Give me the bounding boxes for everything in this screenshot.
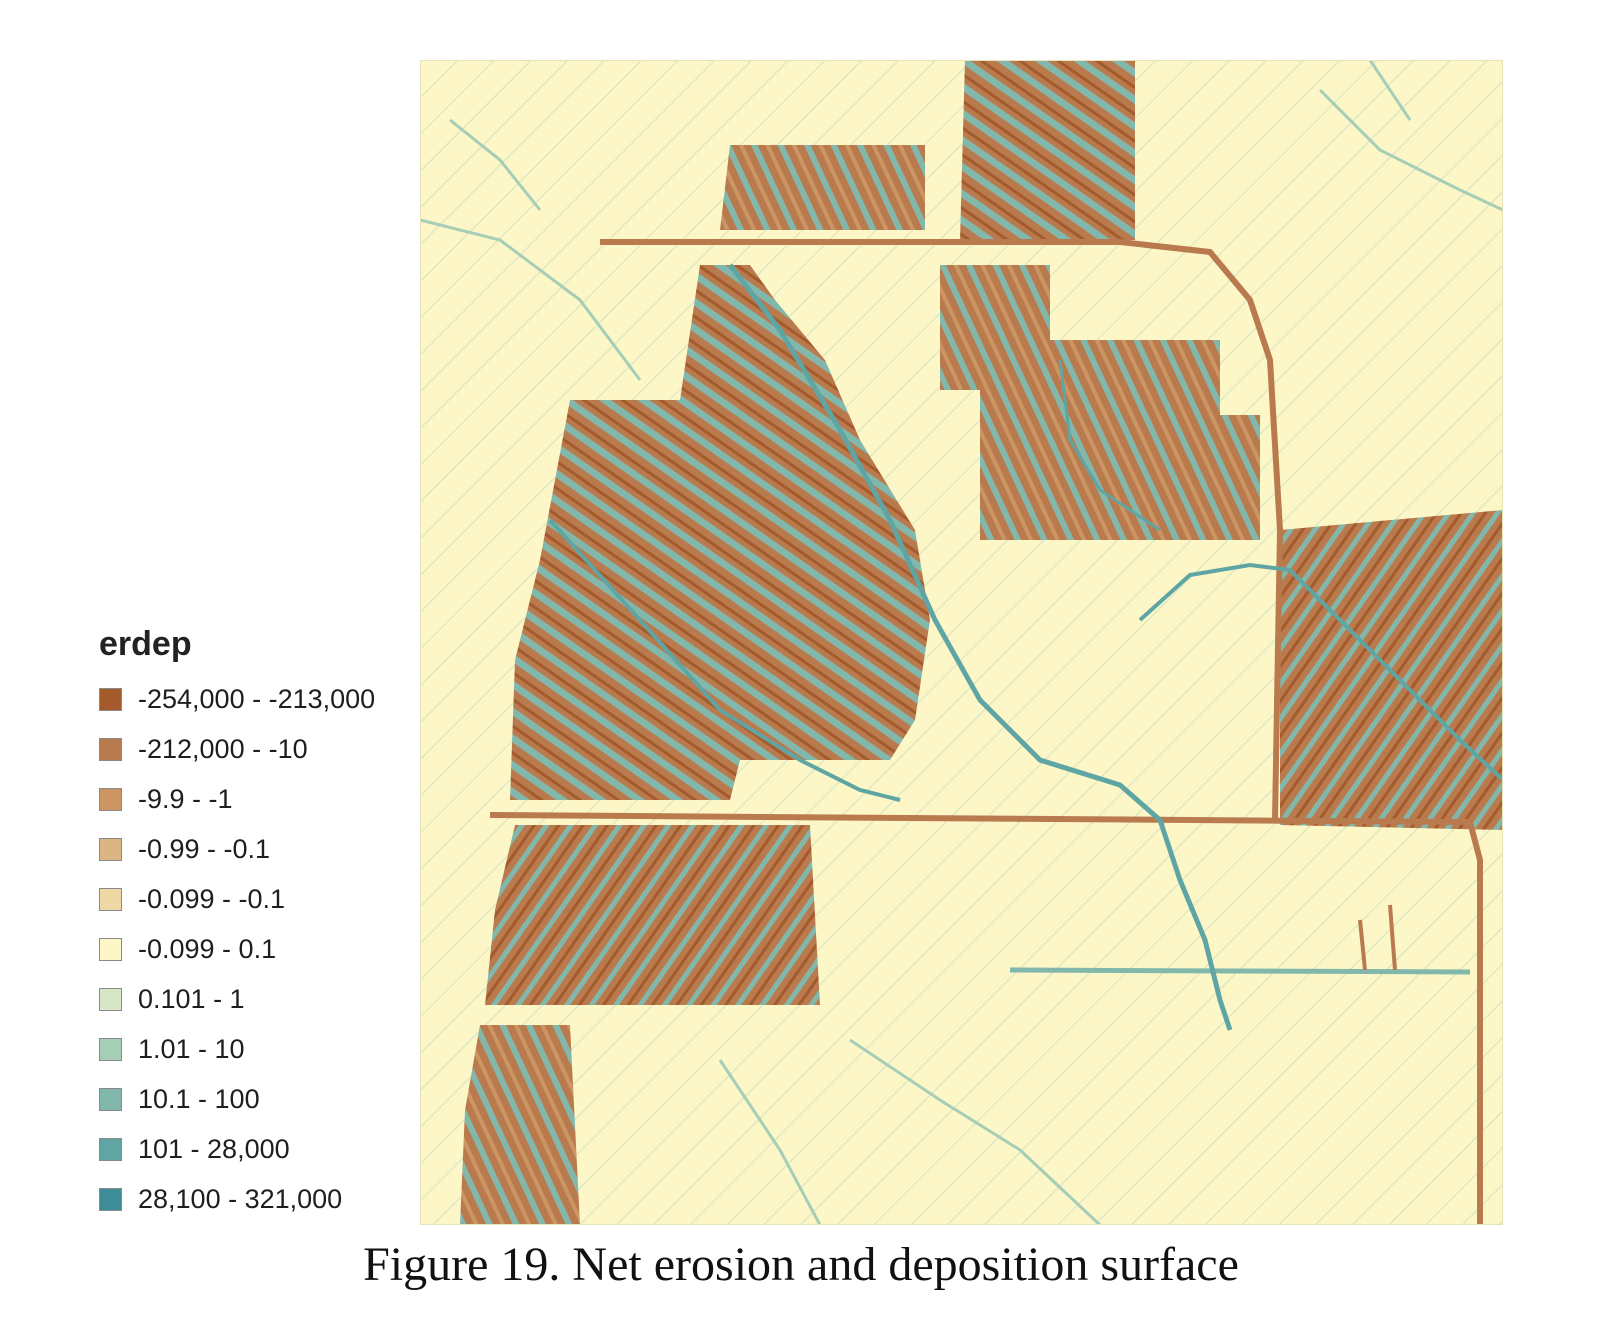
stream-branch-field-right	[1288, 568, 1503, 782]
legend-swatch	[99, 737, 122, 761]
legend-swatch	[99, 1037, 122, 1061]
legend-item: -0.099 - -0.1	[95, 874, 425, 924]
stream-upper-left	[420, 118, 642, 381]
legend-swatch	[99, 837, 122, 861]
legend-label: -0.099 - 0.1	[138, 933, 277, 964]
legend-swatch	[99, 1137, 122, 1161]
legend-label: -254,000 - -213,000	[138, 683, 376, 714]
legend-swatch	[99, 787, 122, 811]
stream-main	[728, 263, 1233, 1031]
erosion-fields	[460, 60, 1503, 1225]
stream-lower-center	[718, 1038, 1102, 1225]
legend-item: 101 - 28,000	[95, 1124, 425, 1174]
legend-label: -0.99 - -0.1	[138, 833, 271, 864]
legend-swatch	[99, 887, 122, 911]
legend-swatch	[99, 1187, 122, 1211]
field-center-right	[940, 265, 1260, 540]
road-horizontal-top	[600, 239, 1284, 821]
legend-swatch	[99, 987, 122, 1011]
legend-item: 0.101 - 1	[95, 974, 425, 1024]
figure-caption: Figure 19. Net erosion and deposition su…	[363, 1238, 1239, 1291]
roads-and-channels	[420, 60, 1503, 1225]
legend-swatch	[99, 1087, 122, 1111]
legend: erdep -254,000 - -213,000 -212,000 - -10-…	[95, 625, 425, 1224]
field-bottom-left	[460, 1025, 580, 1225]
legend-swatch	[99, 687, 122, 711]
field-top-center	[960, 60, 1135, 240]
road-horizontal-lower	[1009, 967, 1471, 975]
road-horizontal-middle	[489, 812, 1483, 1225]
legend-label: 28,100 - 321,000	[138, 1183, 343, 1214]
legend-items: -254,000 - -213,000 -212,000 - -10 -9.9 - …	[95, 674, 425, 1224]
legend-item: -0.099 - 0.1	[95, 924, 425, 974]
legend-item: 1.01 - 10	[95, 1024, 425, 1074]
legend-title: erdep	[99, 625, 192, 663]
legend-item: -212,000 - -10	[95, 724, 425, 774]
legend-item: 28,100 - 321,000	[95, 1174, 425, 1224]
legend-label: 0.101 - 1	[138, 983, 245, 1014]
legend-label: -212,000 - -10	[138, 733, 308, 764]
legend-label: 1.01 - 10	[138, 1033, 245, 1064]
stream-branch-center	[1058, 359, 1161, 532]
legend-label: 10.1 - 100	[138, 1083, 260, 1114]
legend-label: -0.099 - -0.1	[138, 883, 286, 914]
stream-branch-left	[548, 518, 901, 802]
stream-lower-right	[1358, 904, 1397, 971]
map-canvas	[420, 60, 1503, 1225]
erosion-deposition-map	[420, 60, 1503, 1225]
legend-item: 10.1 - 100	[95, 1074, 425, 1124]
field-left-lower	[485, 825, 820, 1005]
legend-label: 101 - 28,000	[138, 1133, 290, 1164]
legend-item: -9.9 - -1	[95, 774, 425, 824]
stream-branch-right	[1138, 562, 1291, 622]
legend-item: -254,000 - -213,000	[95, 674, 425, 724]
stream-upper-right	[1318, 60, 1503, 212]
legend-item: -0.99 - -0.1	[95, 824, 425, 874]
legend-swatch	[99, 937, 122, 961]
legend-label: -9.9 - -1	[138, 783, 233, 814]
field-top-small	[720, 145, 925, 230]
field-left-large	[510, 265, 930, 800]
map-border	[420, 60, 1503, 1225]
